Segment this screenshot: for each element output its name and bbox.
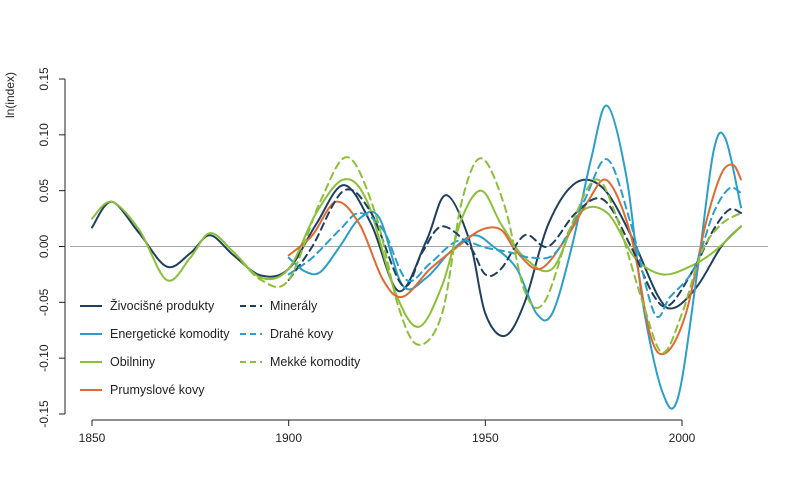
legend-label-4: Prumyslové kovy — [110, 383, 205, 397]
series-line-6 — [287, 158, 742, 319]
legend: Živocišné produkty Energetické komodity Ob… — [80, 298, 361, 397]
series-line-4 — [287, 163, 742, 356]
x-tick-label: 1900 — [275, 431, 302, 445]
series-line-5 — [287, 188, 742, 308]
legend-label-1: Živocišné produkty — [110, 298, 215, 313]
y-axis-label: ln(index) — [3, 72, 17, 118]
y-tick-label: -0.05 — [37, 288, 51, 316]
y-tick-label: 0.00 — [37, 234, 51, 258]
x-tick-label: 1950 — [472, 431, 499, 445]
y-tick-label: 0.05 — [37, 179, 51, 203]
y-tick-label: -0.15 — [37, 400, 51, 428]
y-axis: -0.15 -0.10 -0.05 0.00 0.05 0.10 0.15 — [37, 67, 66, 428]
legend-label-7: Mekké komodity — [270, 355, 361, 369]
legend-label-2: Energetické komodity — [110, 327, 230, 341]
legend-label-3: Obilniny — [110, 355, 156, 369]
x-tick-label: 2000 — [669, 431, 696, 445]
legend-label-6: Drahé kovy — [270, 327, 334, 341]
y-tick-label: 0.15 — [37, 67, 51, 91]
x-axis: 1850 1900 1950 2000 — [79, 419, 696, 445]
series-group — [91, 104, 742, 410]
y-tick-label: -0.10 — [37, 344, 51, 372]
x-tick-label: 1850 — [79, 431, 106, 445]
series-line-7 — [232, 156, 742, 354]
legend-label-5: Minerály — [270, 299, 318, 313]
y-tick-label: 0.10 — [37, 123, 51, 147]
